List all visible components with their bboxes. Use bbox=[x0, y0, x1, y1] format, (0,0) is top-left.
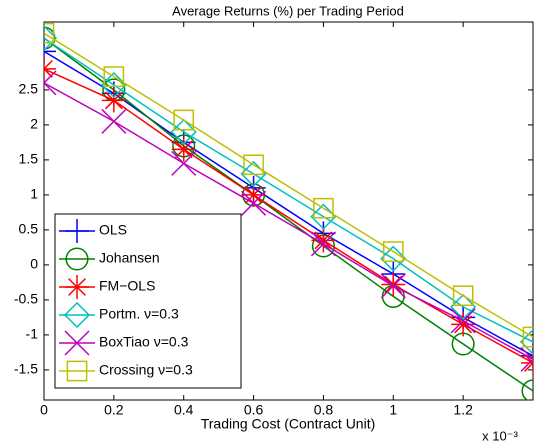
legend-label: Crossing ν=0.3 bbox=[99, 362, 193, 378]
legend-label: OLS bbox=[99, 222, 127, 238]
marker bbox=[450, 293, 477, 320]
marker bbox=[380, 273, 406, 299]
marker bbox=[101, 88, 126, 113]
marker bbox=[63, 301, 91, 329]
series-line bbox=[44, 82, 533, 361]
x-tick-label: 0 bbox=[40, 402, 48, 418]
x-multiplier: x 10⁻³ bbox=[482, 428, 518, 443]
series-line bbox=[44, 37, 533, 392]
marker bbox=[519, 328, 533, 355]
y-tick-label: -1 bbox=[26, 326, 39, 342]
y-tick-label: 2.5 bbox=[19, 81, 39, 97]
legend-label: BoxTiao ν=0.3 bbox=[99, 334, 189, 350]
series-line bbox=[44, 37, 533, 343]
marker bbox=[66, 360, 88, 382]
legend-label: Portm. ν=0.3 bbox=[99, 306, 179, 322]
marker bbox=[44, 22, 55, 44]
marker bbox=[450, 308, 476, 334]
y-tick-label: 1.5 bbox=[19, 151, 39, 167]
marker bbox=[521, 379, 533, 400]
x-tick-label: 0.8 bbox=[314, 402, 334, 418]
series-line bbox=[44, 32, 533, 338]
x-tick-label: 1.2 bbox=[453, 402, 473, 418]
marker bbox=[171, 150, 197, 176]
marker bbox=[380, 245, 407, 272]
series-line bbox=[44, 68, 533, 364]
marker bbox=[44, 26, 56, 50]
plot bbox=[44, 22, 533, 400]
marker bbox=[522, 326, 533, 348]
x-tick-label: 0.4 bbox=[174, 402, 194, 418]
y-tick-label: 2 bbox=[30, 116, 38, 132]
marker bbox=[65, 219, 89, 243]
marker bbox=[382, 241, 404, 262]
marker bbox=[313, 197, 334, 219]
legend-label: Johansen bbox=[99, 250, 160, 266]
marker bbox=[170, 118, 197, 145]
marker bbox=[241, 182, 266, 207]
marker bbox=[520, 346, 533, 372]
y-tick-label: 0 bbox=[30, 256, 38, 272]
y-tick-label: -0.5 bbox=[14, 291, 38, 307]
marker bbox=[65, 247, 89, 271]
marker bbox=[173, 109, 195, 131]
chart-title: Average Returns (%) per Trading Period bbox=[172, 3, 404, 18]
x-tick-label: 0.2 bbox=[104, 402, 124, 418]
marker bbox=[311, 228, 336, 253]
marker bbox=[171, 137, 196, 162]
marker bbox=[103, 66, 125, 87]
x-axis-label: Trading Cost (Contract Unit) bbox=[201, 416, 376, 432]
legend-label: FM−OLS bbox=[99, 278, 155, 294]
marker bbox=[241, 190, 267, 216]
marker bbox=[451, 312, 476, 337]
legend-box bbox=[54, 213, 242, 389]
marker bbox=[44, 56, 56, 81]
marker bbox=[64, 330, 90, 356]
marker bbox=[101, 108, 127, 134]
marker bbox=[44, 39, 56, 64]
marker bbox=[44, 25, 58, 52]
marker bbox=[310, 231, 336, 257]
x-tick-label: 0.6 bbox=[244, 402, 264, 418]
y-tick-label: -1.5 bbox=[14, 361, 38, 377]
marker bbox=[65, 275, 89, 299]
marker bbox=[243, 154, 264, 176]
y-tick-label: 1 bbox=[30, 186, 38, 202]
marker bbox=[44, 70, 57, 96]
marker bbox=[381, 272, 406, 297]
y-tick-label: 0.5 bbox=[19, 221, 39, 237]
x-tick-label: 1 bbox=[389, 402, 397, 418]
marker bbox=[452, 285, 474, 307]
